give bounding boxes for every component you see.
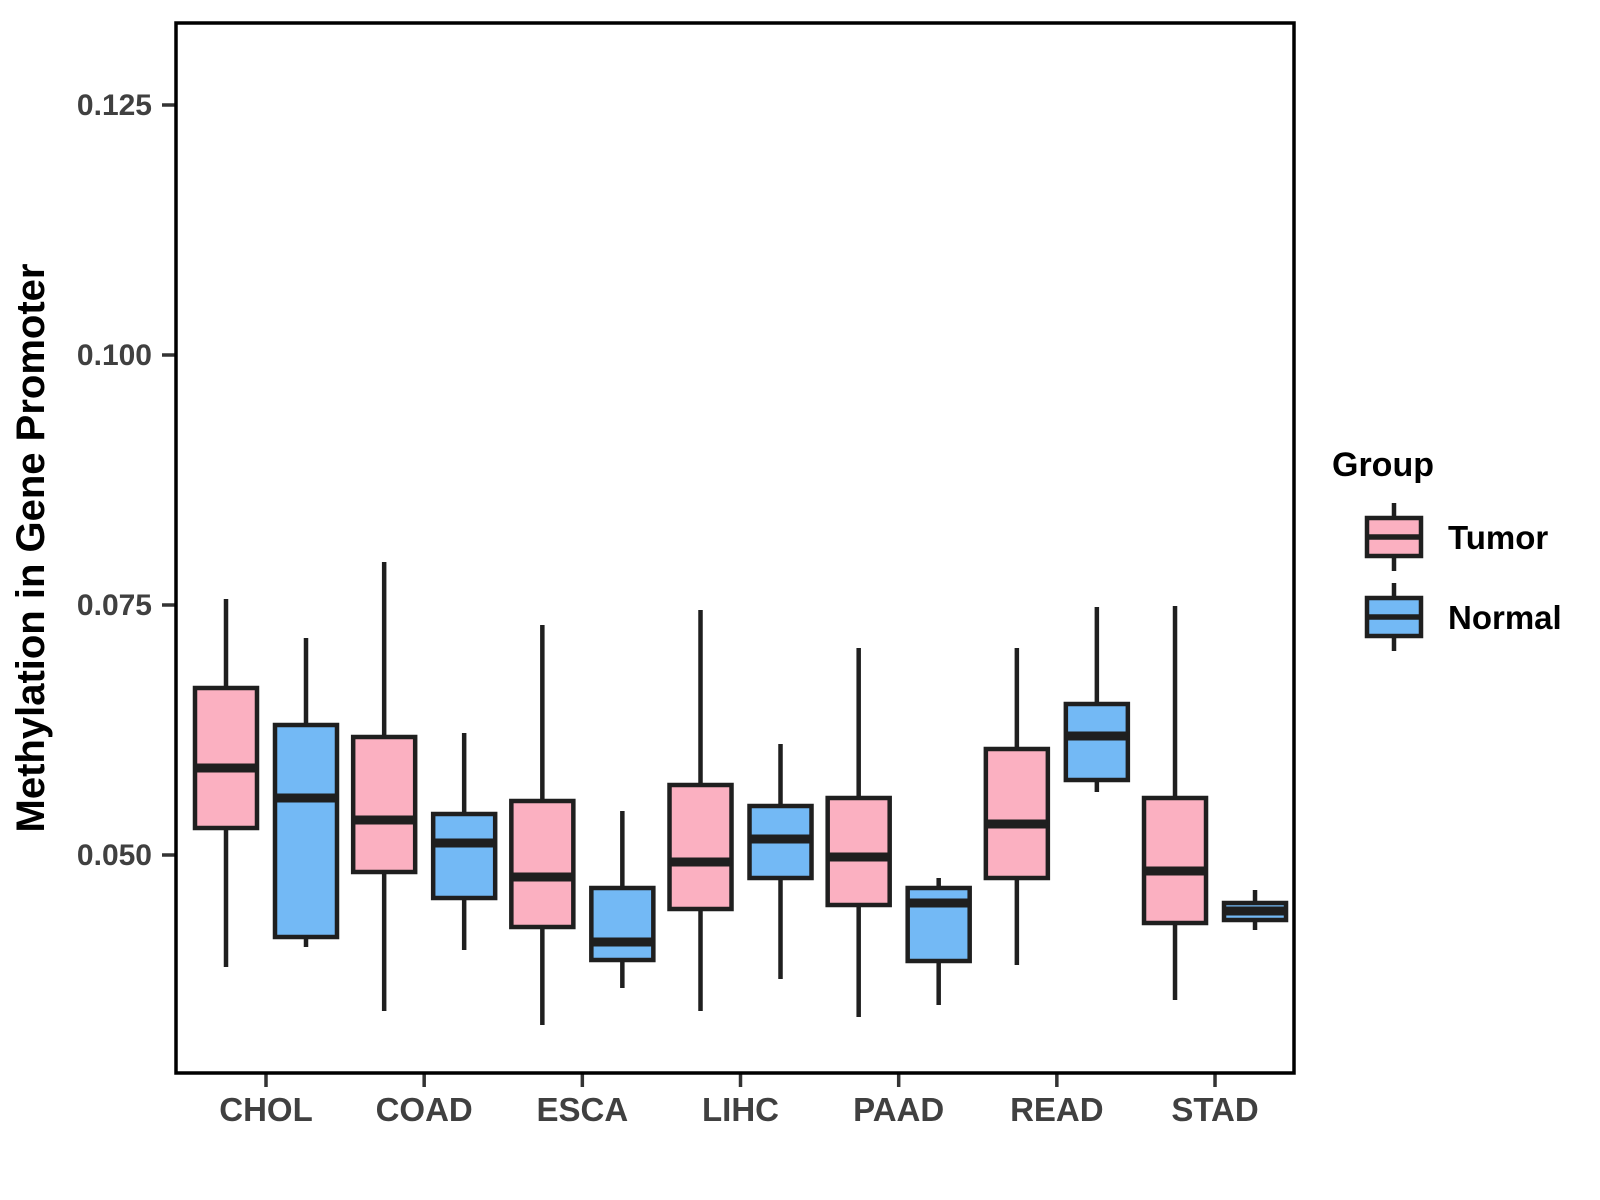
box-STAD-tumor [1141,606,1209,1000]
x-tick-label: PAAD [853,1091,944,1128]
box-rect [983,746,1051,881]
x-tick-label: READ [1010,1091,1104,1128]
box-ESCA-normal [589,811,656,988]
box-rect [589,885,656,963]
box-rect [192,685,260,831]
legend-label-normal: Normal [1448,599,1562,636]
x-tick-label: COAD [376,1091,473,1128]
box-rect [825,795,892,908]
y-axis-title: Methylation in Gene Promoter [9,264,53,833]
box-rect [667,782,734,912]
box-rect [1141,795,1209,926]
box-READ-tumor [983,648,1051,965]
y-tick-label: 0.125 [77,89,152,122]
legend-key-tumor [1364,503,1424,571]
box-STAD-normal [1221,890,1289,930]
x-tick-label: CHOL [219,1091,313,1128]
box-rect [430,811,498,901]
x-tick-label: LIHC [702,1091,779,1128]
box-PAAD-tumor [825,648,892,1017]
box-rect [272,722,340,940]
box-LIHC-tumor [667,610,734,1011]
box-READ-normal [1063,607,1131,792]
x-tick-label: STAD [1171,1091,1258,1128]
box-ESCA-tumor [509,625,576,1025]
legend-key-normal [1364,583,1424,651]
box-rect [1063,701,1131,783]
box-rect [350,734,418,875]
y-tick-label: 0.100 [77,339,152,372]
box-CHOL-tumor [192,599,260,967]
y-tick-label: 0.075 [77,589,152,622]
box-CHOL-normal [272,638,340,947]
box-COAD-normal [430,733,498,950]
panel-border [174,21,1296,1075]
legend-title: Group [1332,446,1434,484]
box-COAD-tumor [350,562,418,1011]
box-LIHC-normal [747,744,814,979]
legend-label-tumor: Tumor [1448,519,1548,556]
box-PAAD-normal [905,878,972,1005]
y-tick-label: 0.050 [77,839,152,872]
x-tick-label: ESCA [536,1091,628,1128]
box-rect [509,798,576,930]
